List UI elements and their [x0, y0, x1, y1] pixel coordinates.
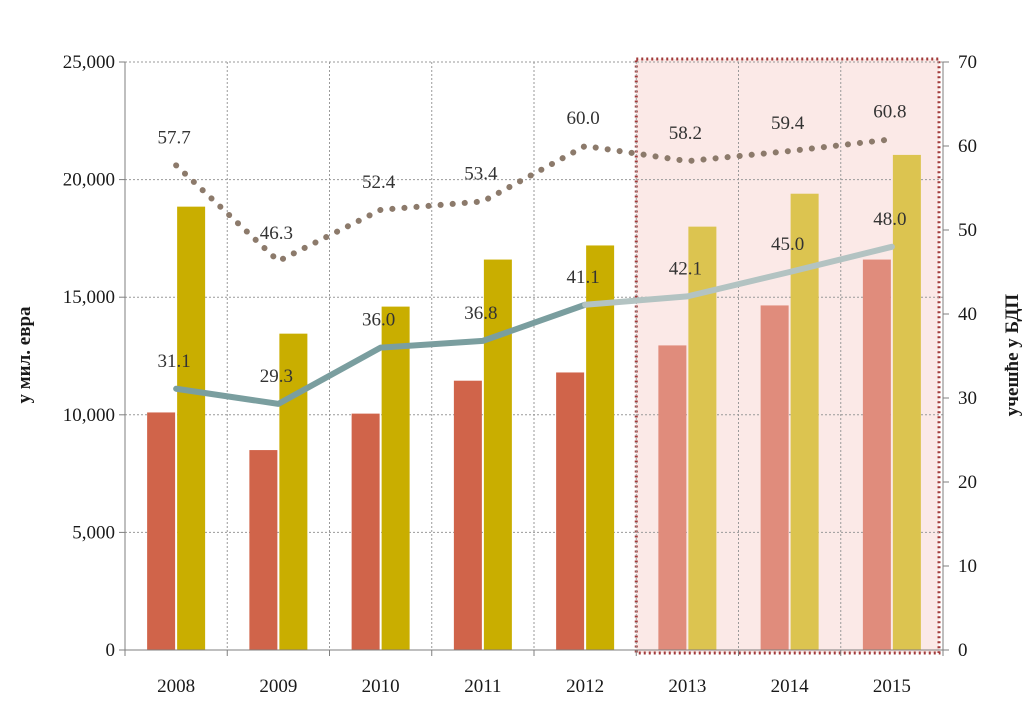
y-tick-label-left: 0 [106, 640, 116, 661]
dotted-line-label-2010: 52.4 [362, 172, 396, 193]
y-tick-label-right: 50 [958, 220, 977, 241]
dotted-line-label-2011: 53.4 [464, 163, 498, 184]
x-tick-label-2015: 2015 [873, 676, 911, 697]
solid-line-label-2010: 36.0 [362, 310, 395, 331]
dotted-line-label-2015: 60.8 [873, 101, 906, 122]
dotted-line-label-2009: 46.3 [260, 223, 293, 244]
bar-series2-2009 [279, 333, 308, 650]
y-tick-label-left: 5,000 [72, 522, 115, 543]
bar-series2-2014 [790, 193, 819, 650]
bar-series2-2010 [381, 306, 410, 650]
y-tick-label-right: 40 [958, 304, 977, 325]
y-tick-label-left: 10,000 [63, 405, 115, 426]
solid-line-label-2013: 42.1 [669, 258, 702, 279]
dotted-line-label-2008: 57.7 [158, 127, 191, 148]
line-series-dotted [173, 136, 895, 265]
y-tick-label-right: 20 [958, 472, 977, 493]
y-tick-label-right: 60 [958, 136, 977, 157]
bar-series2-2012 [586, 245, 615, 650]
dotted-line-label-2014: 59.4 [771, 113, 805, 134]
x-tick-label-2008: 2008 [157, 676, 195, 697]
dotted-line-label-2012: 60.0 [567, 108, 600, 129]
solid-line-label-2009: 29.3 [260, 366, 293, 387]
bar-series2-2011 [483, 259, 512, 650]
x-tick-label-2009: 2009 [259, 676, 297, 697]
x-tick-label-2010: 2010 [362, 676, 400, 697]
solid-line-label-2011: 36.8 [464, 303, 497, 324]
solid-line-label-2014: 45.0 [771, 234, 804, 255]
bar-series1-2009 [249, 450, 278, 650]
bar-series1-2012 [556, 372, 585, 650]
solid-line-label-2008: 31.1 [158, 351, 191, 372]
bar-series1-2013 [658, 345, 687, 650]
solid-line-label-2015: 48.0 [873, 209, 906, 230]
y-tick-label-right: 70 [958, 52, 977, 73]
line-series-solid [173, 301, 589, 407]
y-tick-label-right: 10 [958, 556, 977, 577]
bar-series1-2015 [862, 259, 891, 650]
y-axis-title-left: у мил. евра [14, 306, 35, 404]
x-tick-label-2014: 2014 [771, 676, 810, 697]
x-tick-label-2012: 2012 [566, 676, 604, 697]
dotted-line-label-2013: 58.2 [669, 123, 702, 144]
y-tick-label-left: 25,000 [63, 52, 115, 73]
x-tick-label-2013: 2013 [668, 676, 706, 697]
y-axis-title-right: учешће у БДП [1002, 294, 1023, 417]
y-tick-label-right: 0 [958, 640, 968, 661]
bar-series1-2014 [760, 305, 789, 650]
y-tick-label-right: 30 [958, 388, 977, 409]
line-series-solid-projected [582, 243, 895, 308]
x-tick-label-2011: 2011 [464, 676, 501, 697]
bar-series2-2008 [177, 206, 206, 650]
solid-line-label-2012: 41.1 [567, 267, 600, 288]
y-tick-label-left: 20,000 [63, 170, 115, 191]
bar-series1-2010 [351, 413, 380, 650]
bar-series1-2008 [147, 412, 176, 650]
bar-series1-2011 [453, 380, 482, 650]
bar-series2-2015 [892, 154, 921, 651]
y-tick-label-left: 15,000 [63, 287, 115, 308]
